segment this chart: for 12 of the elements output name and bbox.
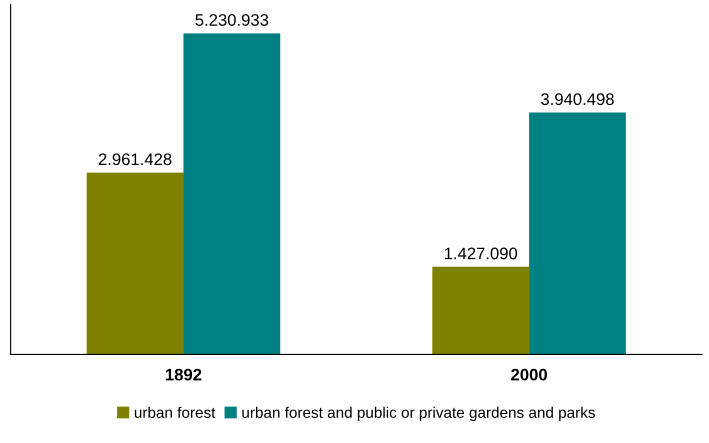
data-label: 3.940.498 (541, 93, 614, 106)
data-label: 1.427.090 (444, 248, 518, 260)
legend-label: urban forest (134, 406, 216, 418)
legend-label: urban forest and public or private gardens and parks (242, 406, 595, 421)
x-tick-label: 1892 (166, 368, 202, 381)
bar (86, 172, 184, 354)
bar (183, 33, 280, 354)
bar (432, 266, 530, 354)
x-tick-label: 2000 (511, 368, 547, 381)
data-label: 2.961.428 (98, 153, 172, 166)
bar (529, 112, 626, 354)
data-label: 5.230.933 (195, 14, 268, 26)
